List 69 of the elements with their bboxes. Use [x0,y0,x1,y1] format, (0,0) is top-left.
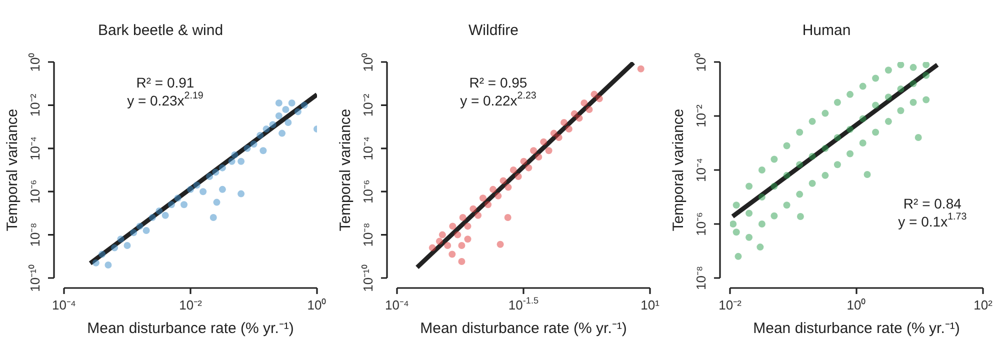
x-tick-label: 10⁰ [307,298,327,313]
point [438,231,446,238]
point [550,130,558,137]
x-tick-label: 10⁻⁴ [52,298,76,313]
y-tick-label: 10⁻² [694,104,709,128]
x-tick-label: 10⁰ [846,298,866,313]
y-tick-label: 10⁻² [360,93,376,117]
point [570,110,578,118]
point [454,231,462,238]
point [490,186,497,193]
point [459,214,466,222]
point [504,184,512,191]
y-tick-label: 10⁻⁴ [28,136,43,160]
point [520,158,528,165]
point [576,114,583,122]
x-tick-label: 10⁻² [718,298,742,313]
point [586,106,593,114]
y-tick-label: 10⁰ [694,52,709,72]
y-tick-label: 10⁻⁶ [28,180,43,204]
point [474,212,482,219]
point [514,173,522,180]
y-axis-title: Temporal variance [337,108,354,232]
point [494,192,502,200]
point [535,153,542,160]
point [464,222,472,230]
y-tick-label: 10⁻⁴ [694,158,709,182]
annotation: R² = 0.84 [903,195,962,212]
point [590,90,598,98]
y-axis-title: Temporal variance [670,108,688,232]
point [444,242,452,249]
point [449,222,456,230]
point [525,164,532,172]
y-tick-label: 10⁰ [360,52,376,72]
y-tick-label: 10⁻⁴ [360,136,376,160]
y-tick-label: 10⁻² [28,93,43,117]
point [596,95,603,102]
x-axis-title: Mean disturbance rate (% yr.⁻¹) [87,320,294,338]
point [540,138,548,146]
x-axis-title: Mean disturbance rate (% yr.⁻¹) [420,320,627,338]
point [484,201,492,208]
y-tick-label: 10⁻⁶ [360,180,376,204]
y-tick-label: 10⁻⁶ [694,212,709,236]
y-tick-label: 10⁻⁸ [694,266,709,290]
y-tick-label: 10⁻⁸ [360,222,376,247]
y-axis-title: Temporal variance [4,108,22,232]
x-tick-label: 10¹ [640,298,660,313]
point [560,119,568,126]
x-tick-label: 10⁻² [179,298,203,313]
point [470,205,477,212]
annotation: R² = 0.95 [469,74,528,90]
y-tick-label: 10⁻¹⁰ [360,264,376,292]
point [565,126,572,133]
point [580,100,588,107]
x-tick-label: 10⁻⁴ [384,298,410,313]
point [545,147,552,154]
chart-title: Bark beetle & wind [98,22,224,40]
annotation: R² = 0.91 [136,74,194,90]
y-tick-label: 10⁻⁸ [28,222,43,247]
point [555,134,562,141]
y-tick-label: 10⁻¹⁰ [28,264,43,292]
y-tick-label: 10⁰ [28,52,43,72]
point [510,166,517,174]
x-tick-label: 10² [974,298,994,313]
point [530,147,538,154]
point [479,194,486,202]
chart-title: Wildfire [468,22,519,40]
x-axis-title: Mean disturbance rate (% yr.⁻¹) [753,320,960,338]
point [500,177,507,184]
chart-title: Human [802,22,851,40]
